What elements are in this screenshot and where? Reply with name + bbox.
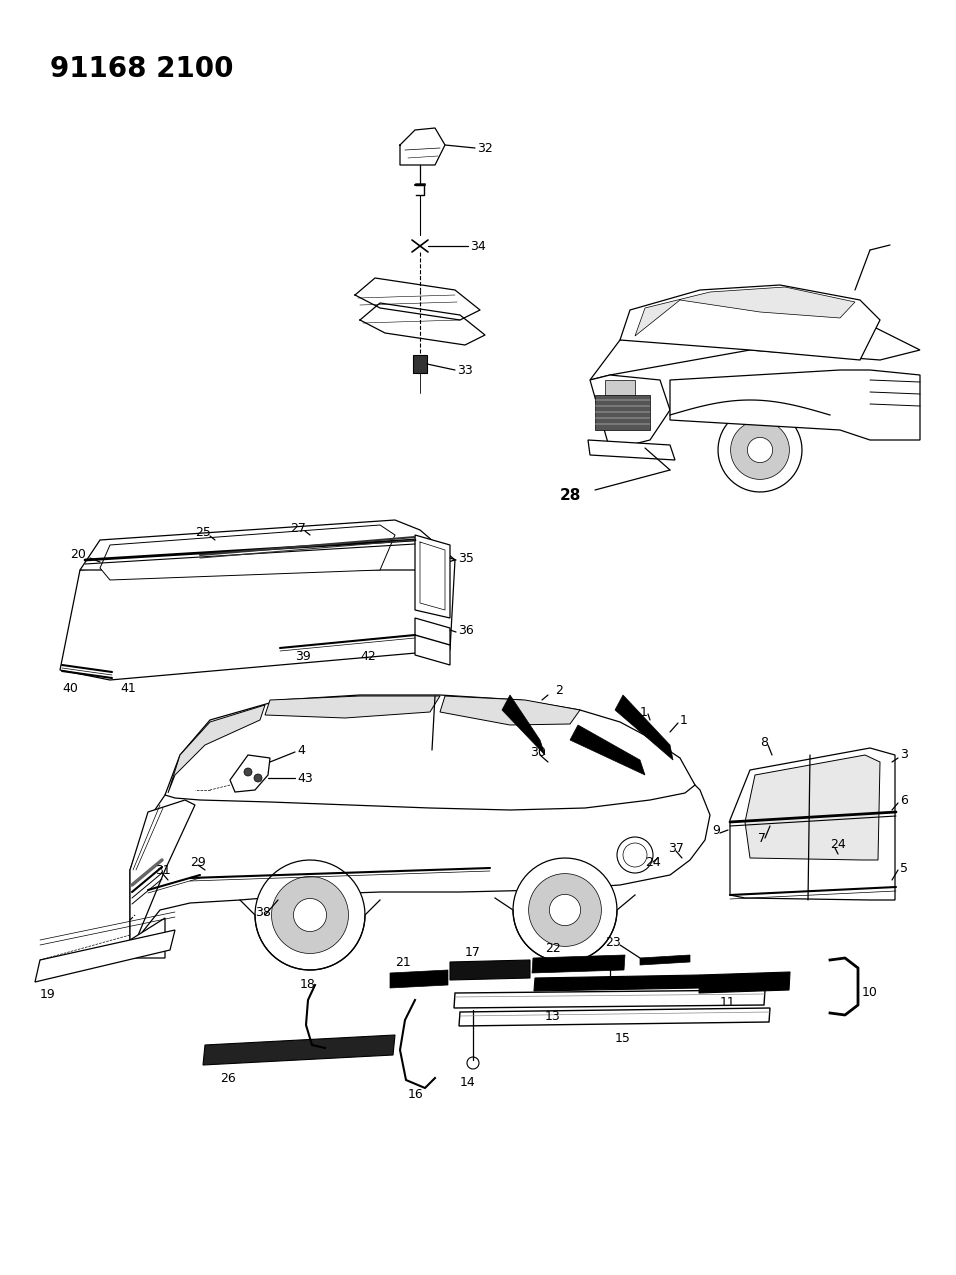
Circle shape xyxy=(617,836,653,873)
Text: 4: 4 xyxy=(297,743,305,756)
Polygon shape xyxy=(415,618,450,666)
Text: 36: 36 xyxy=(458,623,474,636)
Polygon shape xyxy=(570,725,645,775)
Text: 17: 17 xyxy=(465,946,481,959)
Polygon shape xyxy=(272,876,349,954)
Text: 40: 40 xyxy=(62,682,77,695)
Polygon shape xyxy=(620,286,880,360)
Polygon shape xyxy=(748,437,772,463)
Polygon shape xyxy=(635,287,855,337)
Polygon shape xyxy=(459,1009,770,1026)
Polygon shape xyxy=(265,696,440,718)
Polygon shape xyxy=(502,695,545,755)
Polygon shape xyxy=(699,972,790,993)
Text: 1: 1 xyxy=(680,714,688,727)
Polygon shape xyxy=(590,310,920,380)
Polygon shape xyxy=(60,544,455,680)
Bar xyxy=(605,380,635,395)
Text: 33: 33 xyxy=(457,363,473,376)
Text: 20: 20 xyxy=(70,548,86,561)
Polygon shape xyxy=(450,960,530,980)
Text: 31: 31 xyxy=(155,863,171,876)
Text: 42: 42 xyxy=(360,650,376,663)
Polygon shape xyxy=(230,755,270,792)
Polygon shape xyxy=(532,955,625,973)
Polygon shape xyxy=(640,955,690,965)
Text: 1: 1 xyxy=(641,705,648,719)
Text: 15: 15 xyxy=(615,1031,631,1044)
Polygon shape xyxy=(130,748,710,955)
Polygon shape xyxy=(718,408,802,492)
Text: 23: 23 xyxy=(605,936,620,949)
Text: 27: 27 xyxy=(290,521,306,534)
Text: 39: 39 xyxy=(295,650,311,663)
Polygon shape xyxy=(130,799,195,955)
Polygon shape xyxy=(670,370,920,440)
Text: 9: 9 xyxy=(712,824,720,836)
Text: 24: 24 xyxy=(645,856,661,868)
Polygon shape xyxy=(440,696,580,725)
Text: 8: 8 xyxy=(760,736,768,748)
Bar xyxy=(413,354,427,374)
Polygon shape xyxy=(168,705,265,793)
Text: 19: 19 xyxy=(40,988,55,1001)
Text: 7: 7 xyxy=(758,831,766,844)
Text: 6: 6 xyxy=(900,793,908,807)
Polygon shape xyxy=(80,520,455,570)
Polygon shape xyxy=(415,536,450,618)
Polygon shape xyxy=(550,894,580,926)
Polygon shape xyxy=(529,873,601,946)
Text: 30: 30 xyxy=(530,746,546,759)
Text: 28: 28 xyxy=(560,487,581,502)
Circle shape xyxy=(467,1057,479,1068)
Text: 21: 21 xyxy=(395,956,411,969)
Text: 32: 32 xyxy=(477,142,492,154)
Text: 2: 2 xyxy=(555,683,563,696)
Polygon shape xyxy=(255,861,365,970)
Polygon shape xyxy=(745,755,880,861)
Text: 14: 14 xyxy=(460,1076,476,1089)
Polygon shape xyxy=(203,1035,395,1065)
Text: 16: 16 xyxy=(408,1089,424,1102)
Polygon shape xyxy=(100,525,395,580)
Polygon shape xyxy=(615,695,673,760)
Text: 5: 5 xyxy=(900,862,908,875)
Bar xyxy=(595,395,650,430)
Text: 11: 11 xyxy=(720,996,736,1009)
Polygon shape xyxy=(390,970,448,988)
Text: 3: 3 xyxy=(900,748,908,761)
Text: 25: 25 xyxy=(195,527,211,539)
Text: 35: 35 xyxy=(458,552,474,565)
Polygon shape xyxy=(590,375,670,450)
Polygon shape xyxy=(513,858,617,961)
Text: 13: 13 xyxy=(545,1010,561,1023)
Polygon shape xyxy=(534,975,700,991)
Polygon shape xyxy=(454,989,765,1009)
Text: 12: 12 xyxy=(602,959,618,972)
Text: 29: 29 xyxy=(190,856,206,868)
Polygon shape xyxy=(130,918,165,958)
Polygon shape xyxy=(730,421,790,479)
Text: 91168 2100: 91168 2100 xyxy=(50,55,233,83)
Polygon shape xyxy=(588,440,675,460)
Text: 18: 18 xyxy=(300,978,315,992)
Text: 26: 26 xyxy=(220,1071,236,1085)
Text: 38: 38 xyxy=(255,905,271,918)
Text: 41: 41 xyxy=(120,682,136,695)
Polygon shape xyxy=(35,929,175,982)
Text: 22: 22 xyxy=(545,941,561,955)
Text: 10: 10 xyxy=(862,986,878,998)
Text: 24: 24 xyxy=(830,839,846,852)
Polygon shape xyxy=(730,748,895,900)
Circle shape xyxy=(254,774,262,782)
Circle shape xyxy=(244,768,252,776)
Text: 34: 34 xyxy=(470,240,486,252)
Text: 43: 43 xyxy=(297,771,313,784)
Polygon shape xyxy=(293,899,327,932)
Polygon shape xyxy=(165,695,695,810)
Text: 37: 37 xyxy=(668,842,684,854)
